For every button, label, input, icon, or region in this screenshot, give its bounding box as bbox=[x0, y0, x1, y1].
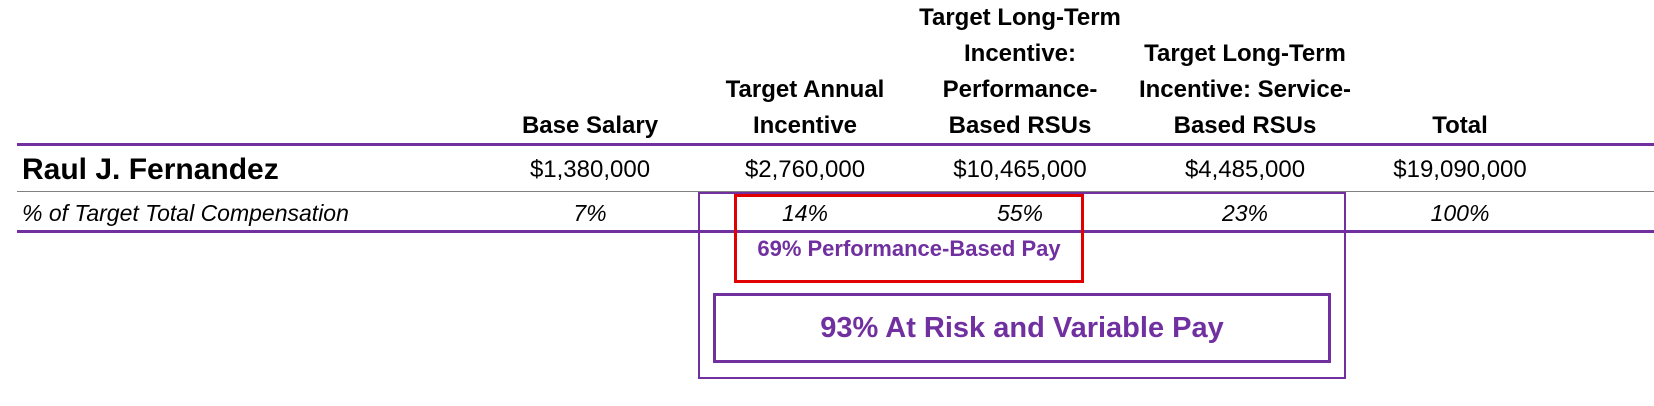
column-header-line: Target Long-Term bbox=[919, 4, 1121, 31]
percent-target-annual-incentive: 14% bbox=[781, 200, 829, 226]
percent-total: 100% bbox=[1430, 200, 1490, 226]
column-header-line: Target Annual bbox=[725, 76, 885, 103]
performance-based-callout: 69% Performance-Based Pay bbox=[757, 236, 1061, 261]
value-performance-rsus: $10,465,000 bbox=[953, 156, 1087, 183]
column-header-line: Incentive: bbox=[963, 40, 1077, 67]
at-risk-callout-box: 93% At Risk and Variable Pay bbox=[713, 293, 1331, 363]
value-service-rsus: $4,485,000 bbox=[1184, 156, 1306, 183]
table-bottom-divider bbox=[17, 230, 1654, 233]
column-header-base-salary: Base Salary bbox=[490, 108, 690, 144]
at-risk-bracket bbox=[698, 192, 1346, 379]
column-header-line: Incentive bbox=[752, 112, 858, 139]
column-header-line: Target Long-Term bbox=[1144, 40, 1346, 67]
percent-service-rsus: 23% bbox=[1221, 200, 1269, 226]
percent-performance-rsus: 55% bbox=[996, 200, 1044, 226]
at-risk-callout: 93% At Risk and Variable Pay bbox=[820, 311, 1224, 344]
value-total: $19,090,000 bbox=[1393, 156, 1527, 183]
percent-base-salary: 7% bbox=[573, 200, 607, 226]
executive-name: Raul J. Fernandez bbox=[22, 153, 279, 186]
column-header-line: Incentive: Service- bbox=[1138, 76, 1352, 103]
column-header-line: Total bbox=[1432, 112, 1488, 139]
percent-row-label: % of Target Total Compensation bbox=[22, 200, 349, 226]
value-base-salary: $1,380,000 bbox=[529, 156, 651, 183]
header-divider bbox=[17, 143, 1654, 146]
column-header-line: Performance- bbox=[942, 76, 1098, 103]
performance-based-bracket bbox=[734, 194, 1084, 283]
value-target-annual-incentive: $2,760,000 bbox=[744, 156, 866, 183]
column-header-service-rsus: Target Long-Term Incentive: Service- Bas… bbox=[1120, 36, 1370, 144]
column-header-total: Total bbox=[1380, 108, 1540, 144]
column-header-target-annual-incentive: Target Annual Incentive bbox=[700, 72, 910, 144]
column-header-line: Based RSUs bbox=[1173, 112, 1317, 139]
row-divider bbox=[17, 191, 1654, 192]
column-header-line: Base Salary bbox=[521, 112, 659, 139]
column-header-line: Based RSUs bbox=[948, 112, 1092, 139]
column-header-performance-rsus: Target Long-Term Incentive: Performance-… bbox=[905, 0, 1135, 144]
